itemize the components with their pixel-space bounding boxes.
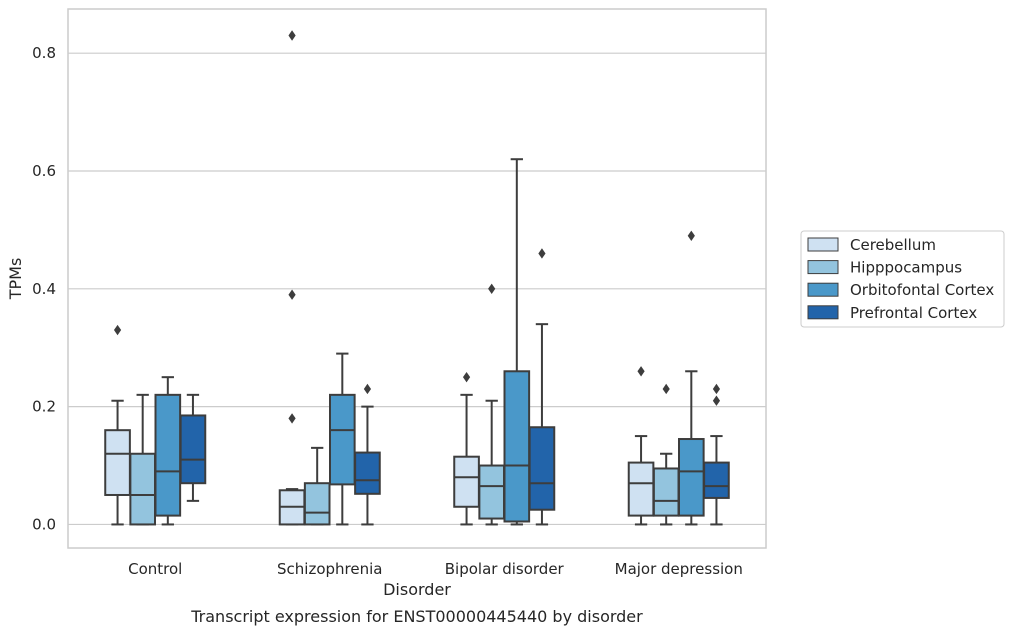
legend-frame (800, 230, 1005, 328)
box (678, 230, 705, 526)
box (329, 352, 356, 526)
legend-item: Hipppocampus (807, 259, 962, 277)
box-iqr (528, 426, 556, 511)
box-iqr (104, 429, 131, 496)
legend-item: Prefrontal Cortex (807, 304, 977, 322)
outlier-point (462, 371, 471, 383)
y-tick-label: 0.0 (32, 515, 56, 533)
box (627, 366, 655, 526)
box-iqr (503, 370, 531, 523)
legend: Cerebellum Hipppocampus Orbitofontal Corte… (800, 230, 1005, 328)
box (129, 393, 156, 526)
box (278, 30, 306, 526)
box-iqr (179, 414, 207, 485)
box-iqr (703, 461, 730, 499)
box (104, 324, 131, 526)
x-tick-label: Schizophrenia (277, 560, 382, 578)
box-series (104, 30, 730, 526)
y-tick-label: 0.2 (32, 398, 56, 416)
x-axis-ticks: Control Schizophrenia Bipolar disorder Majo… (128, 560, 743, 578)
x-tick-label: Major depression (615, 560, 743, 578)
x-tick-label: Control (128, 560, 182, 578)
series-prefrontal-cortex (179, 248, 730, 526)
legend-label: Prefrontal Cortex (850, 304, 977, 322)
y-tick-label: 0.4 (32, 280, 56, 298)
x-tick-label: Bipolar disorder (445, 560, 565, 578)
outlier-point (363, 383, 372, 395)
legend-label: Cerebellum (850, 236, 936, 254)
outlier-point (687, 230, 695, 241)
legend-item: Cerebellum (807, 236, 936, 254)
outlier-point (712, 383, 721, 395)
outlier-point (662, 383, 670, 395)
x-axis-label: Disorder (383, 580, 451, 599)
outlier-point (712, 395, 721, 406)
box-iqr (453, 455, 480, 508)
plot-area-frame (67, 8, 767, 549)
box (179, 393, 207, 502)
y-axis-label: TPMs (6, 258, 25, 301)
grid-lines (68, 52, 766, 526)
box-iqr (154, 393, 182, 517)
outlier-point (288, 289, 296, 300)
series-orbitofontal-cortex (154, 158, 705, 526)
series-hipppocampus (129, 283, 680, 526)
outlier-point (538, 248, 546, 259)
box (528, 248, 556, 526)
legend-label: Orbitofontal Cortex (850, 281, 994, 299)
box-iqr (303, 482, 331, 526)
box (303, 446, 331, 526)
legend-swatch (807, 237, 839, 252)
box (453, 371, 480, 526)
box (154, 376, 182, 526)
box-iqr (129, 452, 156, 526)
box-iqr (329, 393, 356, 486)
outlier-point (113, 324, 122, 336)
y-tick-label: 0.6 (32, 162, 56, 180)
box-iqr (478, 464, 505, 520)
legend-label: Hipppocampus (850, 259, 962, 277)
box (652, 383, 680, 526)
box-iqr (627, 461, 655, 517)
outlier-point (488, 283, 496, 295)
box (478, 283, 505, 526)
box (354, 383, 381, 526)
box-iqr (652, 467, 680, 517)
box-iqr (678, 438, 705, 517)
box (503, 158, 531, 526)
outlier-point (288, 30, 296, 41)
legend-item: Orbitofontal Cortex (807, 281, 994, 299)
legend-swatch (807, 260, 839, 275)
legend-swatch (807, 305, 839, 320)
outlier-point (288, 413, 296, 424)
box (703, 383, 730, 526)
legend-swatch (807, 282, 839, 297)
box-iqr (354, 451, 381, 495)
y-axis-ticks: 0.0 0.2 0.4 0.6 0.8 (32, 44, 56, 533)
outlier-point (637, 366, 645, 377)
y-tick-label: 0.8 (32, 44, 56, 62)
figure-caption: Transcript expression for ENST0000044544… (190, 607, 643, 626)
